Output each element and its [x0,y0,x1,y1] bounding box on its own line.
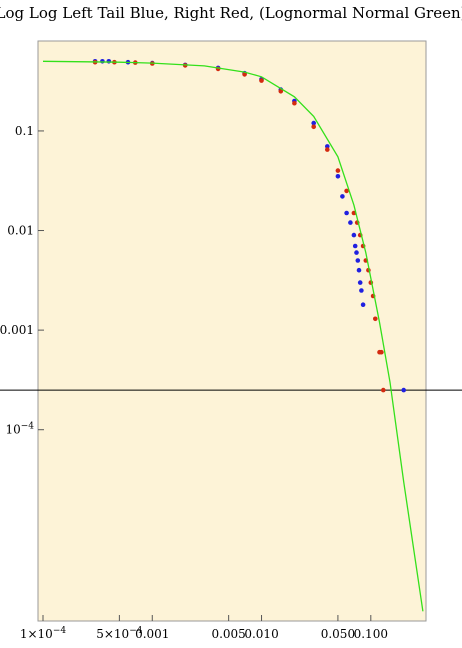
data-point-0-16 [348,220,353,225]
chart-title: Log Log Left Tail Blue, Right Red, (Logn… [0,4,462,22]
data-point-0-22 [357,280,363,285]
data-point-1-25 [381,387,386,393]
data-point-1-24 [379,349,384,355]
data-point-0-1 [100,59,105,64]
x-tick-label-5: 0.050 [321,627,355,641]
y-tick-label-0: 0.1 [15,124,34,138]
x-tick-label-3: 0.005 [211,627,245,641]
series-line-2 [42,60,424,612]
data-point-0-11 [311,120,317,126]
data-point-0-21 [356,267,362,273]
y-tick-label-2: 0.001 [0,323,34,337]
data-point-0-17 [351,232,357,238]
data-point-0-13 [335,174,341,179]
data-point-0-23 [359,288,364,293]
x-tick-label-0: 1×10−4 [20,626,67,641]
data-point-0-14 [340,194,345,199]
data-point-1-10 [311,124,317,130]
data-point-0-24 [360,302,366,308]
data-point-1-11 [325,147,330,152]
x-tick-label-2: 0.001 [135,627,169,641]
data-point-1-7 [259,78,264,83]
data-point-0-20 [355,258,361,263]
plot-area [37,40,427,622]
data-point-0-25 [401,387,407,393]
y-tick-label-1: 0.01 [7,224,34,238]
data-point-0-2 [106,59,112,64]
data-point-1-9 [292,100,297,106]
y-tick-label-3: 10−4 [5,422,34,437]
data-point-1-22 [373,316,378,322]
data-point-1-8 [278,89,284,94]
data-point-0-18 [352,243,358,249]
chart-marks [0,59,462,612]
x-tick-label-6: 0.100 [354,627,388,641]
data-point-1-12 [335,168,341,173]
data-point-1-13 [344,188,349,194]
x-tick-label-4: 0.010 [244,627,278,641]
data-point-1-6 [242,72,247,77]
data-point-0-12 [325,144,330,149]
data-point-0-19 [354,250,359,255]
data-point-0-15 [344,210,349,216]
